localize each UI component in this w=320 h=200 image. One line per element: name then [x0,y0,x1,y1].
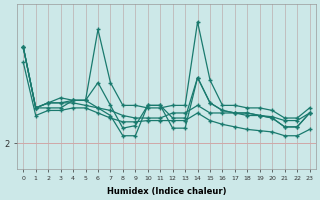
X-axis label: Humidex (Indice chaleur): Humidex (Indice chaleur) [107,187,226,196]
